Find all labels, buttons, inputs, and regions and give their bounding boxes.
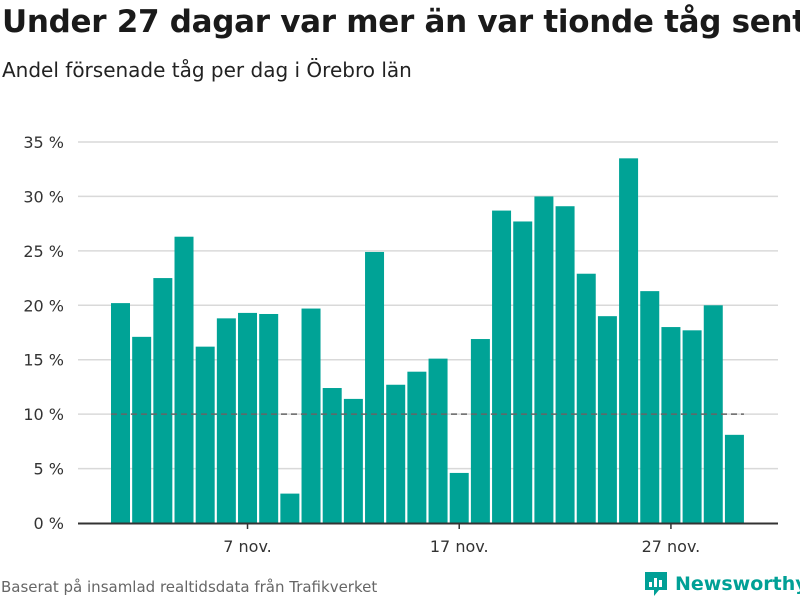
chart-subtitle: Andel försenade tåg per dag i Örebro län — [2, 58, 412, 82]
bar[interactable] — [661, 327, 681, 523]
bar[interactable] — [174, 236, 194, 523]
bar[interactable] — [640, 291, 660, 523]
bar[interactable] — [492, 210, 512, 523]
y-tick-label: 35 % — [23, 133, 64, 152]
x-tick-label: 27 nov. — [642, 537, 701, 556]
bar[interactable] — [153, 278, 173, 523]
bar[interactable] — [682, 330, 702, 523]
bar[interactable] — [555, 206, 575, 524]
bar[interactable] — [238, 312, 258, 523]
newsworthy-logo-icon — [645, 572, 667, 596]
bar[interactable] — [449, 472, 469, 523]
bar[interactable] — [216, 318, 236, 523]
bar[interactable] — [470, 339, 490, 523]
y-tick-label: 10 % — [23, 405, 64, 424]
bar[interactable] — [365, 251, 385, 523]
bar[interactable] — [534, 196, 554, 523]
y-tick-label: 25 % — [23, 242, 64, 261]
chart-title: Under 27 dagar var mer än var tionde tåg… — [2, 4, 800, 40]
bar[interactable] — [301, 308, 321, 523]
y-tick-label: 30 % — [23, 187, 64, 206]
bar[interactable] — [343, 398, 363, 523]
grid-lines — [78, 141, 778, 470]
y-tick-label: 20 % — [23, 296, 64, 315]
bar[interactable] — [576, 273, 596, 523]
y-tick-label: 5 % — [34, 460, 64, 479]
bar[interactable] — [428, 358, 448, 523]
y-tick-label: 15 % — [23, 351, 64, 370]
bar[interactable] — [280, 493, 300, 523]
bar[interactable] — [513, 221, 533, 523]
bar[interactable] — [724, 434, 744, 523]
bar[interactable] — [132, 336, 152, 523]
bar[interactable] — [322, 388, 342, 523]
source-note: Baserat på insamlad realtidsdata från Tr… — [1, 578, 378, 596]
bar[interactable] — [259, 313, 279, 523]
bar[interactable] — [195, 346, 215, 523]
y-tick-label: 0 % — [34, 514, 64, 533]
y-axis-tick-labels: 0 % 5 % 10 % 15 % 20 % 25 % 30 % 35 % — [23, 133, 64, 533]
bar[interactable] — [597, 316, 617, 523]
x-tick-label: 7 nov. — [223, 537, 272, 556]
brand-logo[interactable]: Newsworthy — [643, 568, 800, 600]
bar[interactable] — [111, 303, 130, 523]
bar[interactable] — [407, 371, 427, 523]
x-tick-label: 17 nov. — [430, 537, 489, 556]
x-axis-ticks: 7 nov. 17 nov. 27 nov. — [223, 523, 700, 556]
bars — [111, 158, 744, 524]
brand-name: Newsworthy — [675, 573, 800, 595]
bar[interactable] — [619, 158, 639, 523]
bar[interactable] — [386, 384, 406, 523]
